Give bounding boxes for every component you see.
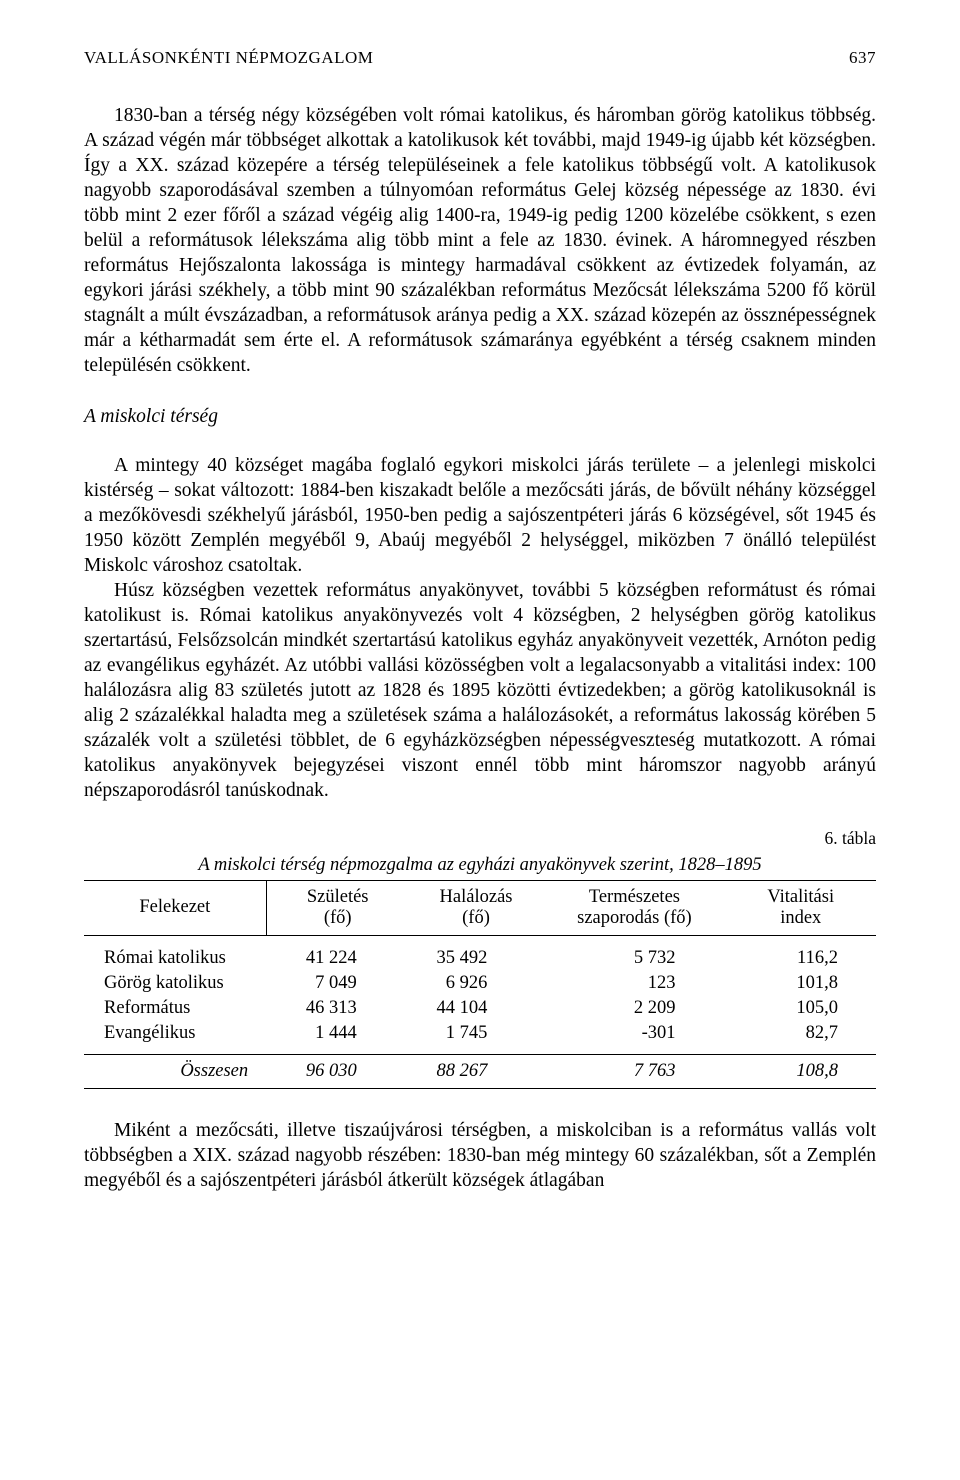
col-header-halalozas: Halálozás (fő) xyxy=(409,880,544,935)
total-index: 108,8 xyxy=(725,1054,876,1088)
table-row: Római katolikus 41 224 35 492 5 732 116,… xyxy=(84,935,876,971)
cell-growth: 2 209 xyxy=(543,996,725,1021)
table-row: Református 46 313 44 104 2 209 105,0 xyxy=(84,996,876,1021)
table-total-row: Összesen 96 030 88 267 7 763 108,8 xyxy=(84,1054,876,1088)
row-label: Görög katolikus xyxy=(84,971,266,996)
table-caption: A miskolci térség népmozgalma az egyházi… xyxy=(84,855,876,876)
paragraph-2: A mintegy 40 községet magába foglaló egy… xyxy=(84,454,876,579)
cell-growth: 123 xyxy=(543,971,725,996)
cell-growth: 5 732 xyxy=(543,935,725,971)
table-header-row: Felekezet Születés (fő) Halálozás (fő) T… xyxy=(84,880,876,935)
cell-death: 6 926 xyxy=(409,971,544,996)
cell-index: 116,2 xyxy=(725,935,876,971)
cell-death: 35 492 xyxy=(409,935,544,971)
section-title: A miskolci térség xyxy=(84,406,876,428)
col-header-text: Születés xyxy=(307,887,369,907)
col-header-unit: szaporodás (fő) xyxy=(577,908,692,928)
data-table: Felekezet Születés (fő) Halálozás (fő) T… xyxy=(84,880,876,1089)
col-header-szuletes: Születés (fő) xyxy=(266,880,409,935)
paragraph-1: 1830-ban a térség négy községében volt r… xyxy=(84,104,876,378)
col-header-unit: index xyxy=(780,908,821,928)
total-death: 88 267 xyxy=(409,1054,544,1088)
table-label: 6. tábla xyxy=(84,828,876,849)
cell-index: 101,8 xyxy=(725,971,876,996)
total-label: Összesen xyxy=(84,1054,266,1088)
col-header-unit: (fő) xyxy=(324,908,352,928)
cell-death: 1 745 xyxy=(409,1021,544,1055)
cell-birth: 1 444 xyxy=(266,1021,409,1055)
total-birth: 96 030 xyxy=(266,1054,409,1088)
table-row: Evangélikus 1 444 1 745 -301 82,7 xyxy=(84,1021,876,1055)
cell-index: 82,7 xyxy=(725,1021,876,1055)
cell-birth: 41 224 xyxy=(266,935,409,971)
row-label: Református xyxy=(84,996,266,1021)
col-header-szaporodas: Természetes szaporodás (fő) xyxy=(543,880,725,935)
col-header-unit: (fő) xyxy=(462,908,490,928)
cell-birth: 46 313 xyxy=(266,996,409,1021)
table-row: Görög katolikus 7 049 6 926 123 101,8 xyxy=(84,971,876,996)
col-header-text: Vitalitási xyxy=(767,887,834,907)
cell-birth: 7 049 xyxy=(266,971,409,996)
running-head: VALLÁSONKÉNTI NÉPMOZGALOM 637 xyxy=(84,48,876,68)
total-growth: 7 763 xyxy=(543,1054,725,1088)
page-number: 637 xyxy=(849,48,876,68)
row-label: Római katolikus xyxy=(84,935,266,971)
col-header-text: Halálozás xyxy=(440,887,513,907)
cell-growth: -301 xyxy=(543,1021,725,1055)
col-header-vitalitasi: Vitalitási index xyxy=(725,880,876,935)
paragraph-4: Miként a mezőcsáti, illetve tiszaújváros… xyxy=(84,1119,876,1194)
row-label: Evangélikus xyxy=(84,1021,266,1055)
cell-death: 44 104 xyxy=(409,996,544,1021)
col-header-text: Természetes xyxy=(589,887,680,907)
col-header-felekezet: Felekezet xyxy=(84,880,266,935)
paragraph-3: Húsz községben vezettek református anyak… xyxy=(84,579,876,804)
running-title: VALLÁSONKÉNTI NÉPMOZGALOM xyxy=(84,48,373,68)
cell-index: 105,0 xyxy=(725,996,876,1021)
